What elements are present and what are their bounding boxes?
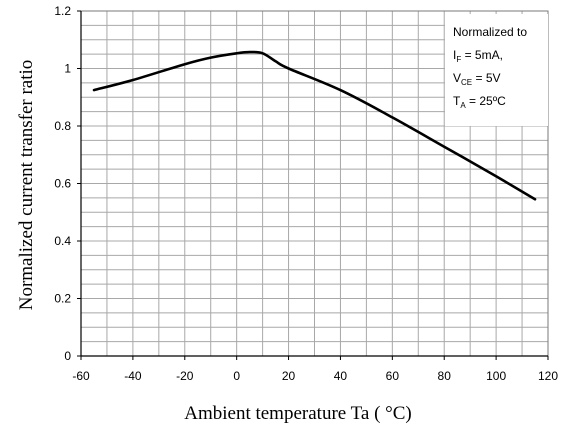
x-tick-label: 60 <box>386 369 400 383</box>
x-tick-label: 0 <box>233 369 240 383</box>
legend-annotation: Normalized to IF = 5mA, VCE = 5V TA = 25… <box>445 14 548 126</box>
series-layer <box>92 50 537 201</box>
y-tick-label: 0.6 <box>54 177 71 191</box>
annotation-line-3: VCE = 5V <box>453 71 501 87</box>
series-line <box>92 50 537 201</box>
x-tick-label: 120 <box>538 369 558 383</box>
x-tick-label: -60 <box>72 369 90 383</box>
tick-labels: -60 -40 -20 0 20 40 60 80 100 120 0 0.2 0.4 0.6 0.8 1 1.… <box>54 4 558 383</box>
y-tick-label: 0.8 <box>54 119 71 133</box>
x-tick-label: 20 <box>282 369 296 383</box>
x-tick-label: 40 <box>334 369 348 383</box>
y-tick-label: 1.2 <box>54 4 71 18</box>
x-axis-title: Ambient temperature Ta ( °C) <box>184 403 412 424</box>
annotation-box <box>445 14 548 126</box>
x-tick-label: 80 <box>438 369 452 383</box>
annotation-line-2: IF = 5mA, <box>453 48 503 64</box>
annotation-line-1: Normalized to <box>453 25 527 39</box>
y-tick-label: 0.4 <box>54 234 71 248</box>
y-tick-label: 1 <box>64 62 71 76</box>
y-tick-label: 0.2 <box>54 292 71 306</box>
annotation-line-4: TA = 25ºC <box>453 94 506 110</box>
x-tick-label: 100 <box>486 369 506 383</box>
y-axis-title: Normalized current transfer ratio <box>16 60 37 311</box>
y-tick-label: 0 <box>64 349 71 363</box>
x-tick-label: -20 <box>176 369 194 383</box>
x-tick-label: -40 <box>124 369 142 383</box>
